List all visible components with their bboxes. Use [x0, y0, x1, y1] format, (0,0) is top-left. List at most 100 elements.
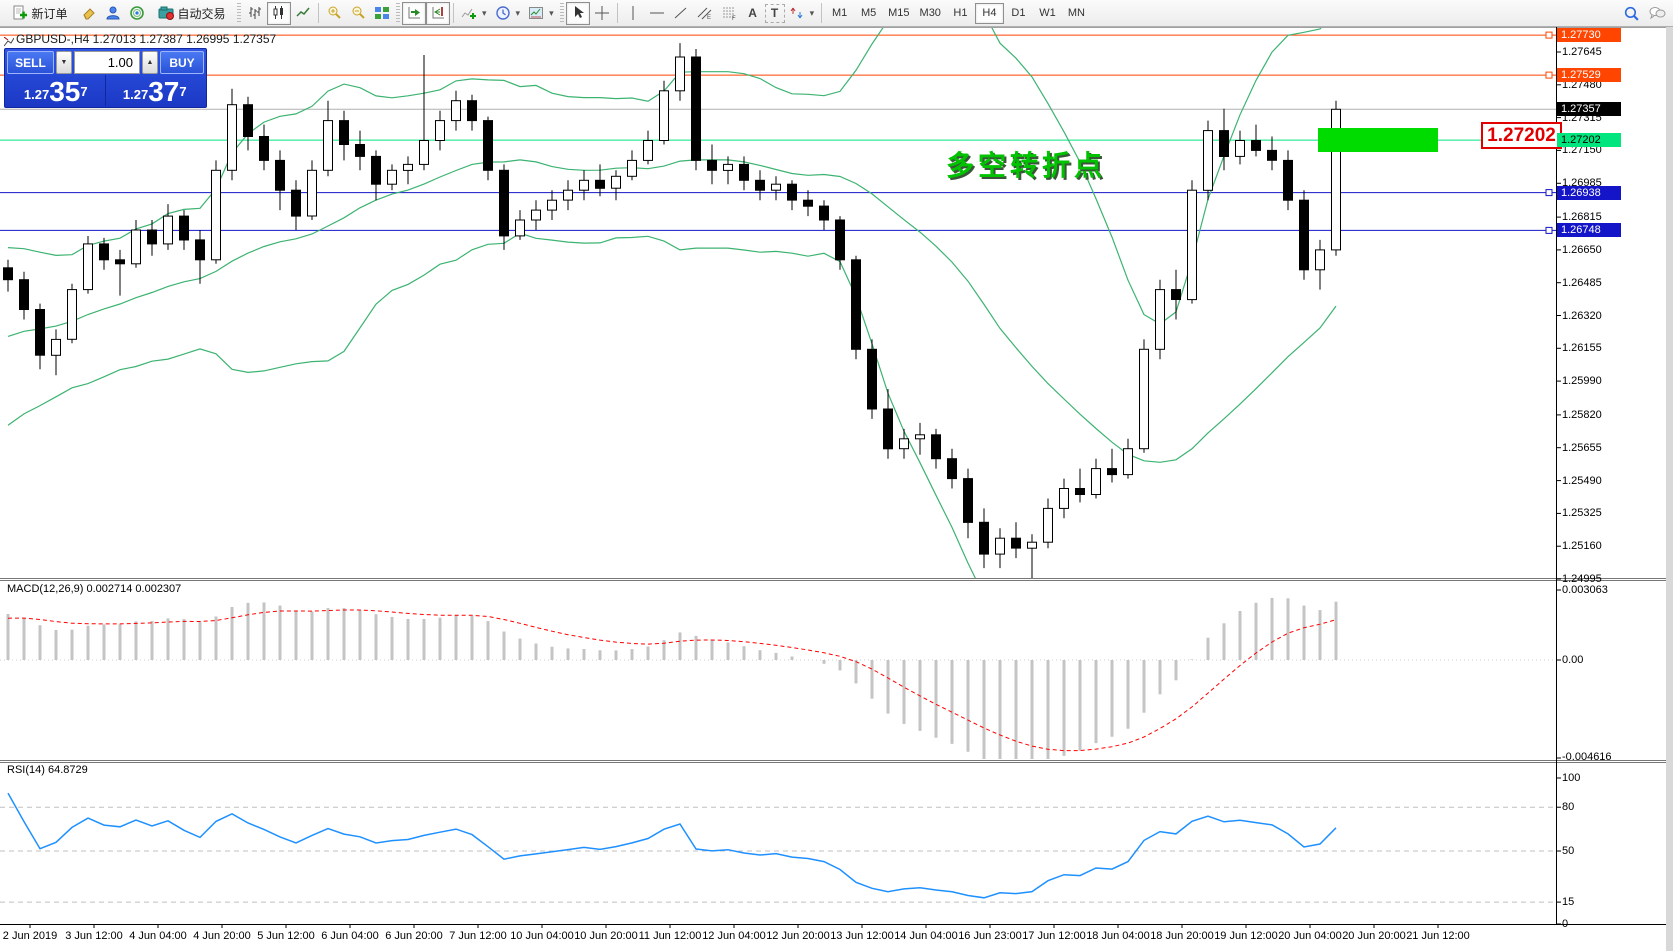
toolbar-separator — [616, 3, 618, 23]
zoom-out-button[interactable] — [346, 2, 370, 25]
price-callout-label[interactable]: 1.27202 — [1481, 122, 1562, 149]
price-badge: 1.27202 — [1557, 133, 1621, 148]
macd-zero-tick: 0.00 — [1562, 654, 1584, 666]
macd-min-tick: -0.004616 — [1562, 751, 1612, 763]
eraser-icon — [81, 5, 97, 21]
time-label: 19 Jun 12:00 — [1214, 930, 1278, 942]
buy-price[interactable]: 1.27 37 7 — [106, 75, 205, 106]
zoom-in-icon — [326, 5, 342, 21]
time-label: 17 Jun 12:00 — [1022, 930, 1086, 942]
svg-text:F: F — [732, 16, 736, 21]
price-tick: 1.26320 — [1562, 309, 1602, 322]
timeframe-MN[interactable]: MN — [1062, 3, 1091, 24]
timeframe-M30[interactable]: M30 — [915, 3, 946, 24]
sell-button[interactable]: SELL — [7, 51, 54, 74]
eraser-button[interactable] — [77, 2, 101, 25]
price-tick: 1.25160 — [1562, 540, 1602, 553]
chart-canvas[interactable] — [0, 27, 1673, 951]
arrows-button[interactable] — [785, 2, 819, 25]
cursor-button[interactable] — [565, 1, 590, 25]
autoscroll-button[interactable] — [402, 1, 426, 25]
trendline-button[interactable] — [669, 2, 693, 25]
candlestick-chart-button[interactable] — [267, 1, 291, 25]
volume-up-button[interactable]: ▲ — [142, 51, 158, 74]
radar-button[interactable] — [125, 2, 149, 25]
time-label: 14 Jun 04:00 — [894, 930, 958, 942]
periods-button[interactable] — [491, 2, 525, 25]
tile-windows-button[interactable] — [370, 2, 394, 25]
time-label: 6 Jun 20:00 — [385, 930, 443, 942]
rsi-tick: 0 — [1562, 918, 1569, 930]
template-icon — [528, 5, 544, 21]
price-badge: 1.27357 — [1557, 102, 1621, 117]
fibonacci-button[interactable]: F — [717, 2, 741, 25]
radar-icon — [129, 5, 145, 21]
text-button[interactable]: A — [741, 2, 765, 25]
time-label: 12 Jun 20:00 — [766, 930, 830, 942]
volume-input[interactable] — [74, 51, 140, 74]
text-label-button[interactable]: T — [764, 3, 785, 23]
chart-shift-icon — [430, 5, 446, 21]
price-tick: 1.26155 — [1562, 342, 1602, 355]
line-chart-button[interactable] — [291, 2, 315, 25]
new-order-button[interactable]: 新订单 — [3, 2, 77, 25]
timeframe-H1[interactable]: H1 — [946, 3, 975, 24]
timeframe-D1[interactable]: D1 — [1004, 3, 1033, 24]
time-label: 13 Jun 12:00 — [830, 930, 894, 942]
svg-text:E: E — [707, 15, 711, 21]
cursor-icon — [570, 5, 586, 21]
bars-chart-icon — [247, 5, 263, 21]
price-tick: 1.27645 — [1562, 46, 1602, 58]
indicators-button[interactable] — [457, 2, 491, 25]
time-label: 20 Jun 20:00 — [1342, 930, 1406, 942]
time-label: 5 Jun 12:00 — [257, 930, 315, 942]
chart-window-icon — [3, 34, 15, 52]
timeframe-M5[interactable]: M5 — [854, 3, 883, 24]
chat-button[interactable] — [1644, 2, 1670, 25]
timeframe-W1[interactable]: W1 — [1033, 3, 1062, 24]
sell-price-prefix: 1.27 — [23, 87, 50, 102]
profile-button[interactable] — [101, 2, 125, 25]
autoscroll-icon — [406, 5, 422, 21]
timeframe-M15[interactable]: M15 — [883, 3, 914, 24]
autotrading-button[interactable]: 自动交易 — [149, 2, 235, 25]
vertical-line-button[interactable] — [621, 2, 645, 25]
time-label: 18 Jun 04:00 — [1086, 930, 1150, 942]
autotrading-label: 自动交易 — [177, 6, 226, 21]
toolbar-handle — [396, 3, 400, 23]
profile-icon — [105, 5, 121, 21]
zoom-in-button[interactable] — [322, 2, 346, 25]
templates-button[interactable] — [524, 2, 558, 25]
axis-layer: 1.27645 1.27480 1.27315 1.27150 1.26985 1.268… — [0, 27, 1673, 951]
price-tick: 1.26815 — [1562, 211, 1602, 224]
search-button[interactable] — [1619, 2, 1644, 25]
equidistant-channel-button[interactable]: E — [693, 2, 717, 25]
rsi-tick: 100 — [1562, 772, 1581, 784]
time-label: 10 Jun 20:00 — [574, 930, 638, 942]
chat-icon — [1648, 5, 1666, 21]
channel-icon: E — [697, 5, 713, 21]
bars-chart-button[interactable] — [243, 2, 267, 25]
time-label: 6 Jun 04:00 — [321, 930, 379, 942]
timeframe-H4[interactable]: H4 — [974, 2, 1004, 24]
buy-button[interactable]: BUY — [160, 51, 204, 74]
timeframe-M1[interactable]: M1 — [825, 3, 854, 24]
volume-down-button[interactable]: ▼ — [56, 51, 72, 74]
price-badge: 1.26748 — [1557, 223, 1621, 238]
horizontal-line-button[interactable] — [645, 2, 669, 25]
new-order-label: 新订单 — [31, 6, 68, 21]
price-tick: 1.25820 — [1562, 408, 1602, 421]
time-label: 12 Jun 04:00 — [702, 930, 766, 942]
price-tick: 1.26485 — [1562, 276, 1602, 289]
indicators-icon — [461, 5, 477, 21]
toolbar-separator — [821, 3, 823, 23]
chart-annotation-text[interactable]: 多空转折点 — [946, 150, 1107, 181]
time-label: 21 Jun 12:00 — [1406, 930, 1470, 942]
sell-price[interactable]: 1.27 35 7 — [7, 75, 106, 106]
chart-shift-button[interactable] — [426, 1, 450, 25]
price-badge: 1.27730 — [1557, 28, 1621, 43]
main-toolbar: 新订单 自动交易 — [0, 0, 1673, 27]
toolbar-separator — [453, 3, 454, 23]
crosshair-button[interactable] — [590, 2, 614, 25]
